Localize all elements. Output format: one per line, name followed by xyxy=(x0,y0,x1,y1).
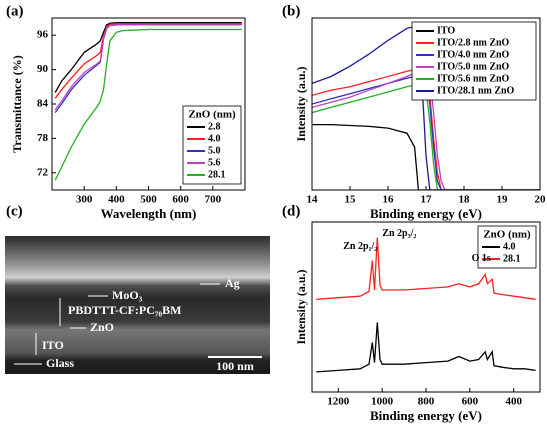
x-tick-label: 17 xyxy=(421,194,433,206)
x-tick-label: 20 xyxy=(535,194,547,206)
layer-label: MoO₃ xyxy=(112,288,143,302)
legend-box xyxy=(411,21,537,101)
sem-image xyxy=(5,236,270,374)
data-line xyxy=(54,24,242,113)
x-tick-label: 800 xyxy=(418,396,435,408)
x-tick-label: 18 xyxy=(459,194,471,206)
x-tick-label: 300 xyxy=(76,194,93,206)
legend-label: ITO/5.0 nm ZnO xyxy=(437,61,510,72)
x-tick-label: 14 xyxy=(307,194,319,206)
data-line xyxy=(54,28,242,181)
legend-label: ITO xyxy=(437,25,455,36)
legend-label: ITO/2.8 nm ZnO xyxy=(437,37,510,48)
legend-label: 28.1 xyxy=(503,253,521,264)
y-tick-label: 78 xyxy=(37,132,49,144)
panel-label: (d) xyxy=(282,203,300,219)
legend-label: 5.6 xyxy=(208,157,221,168)
panel-label: (c) xyxy=(6,203,23,219)
sem-panel: (c) Ag MoO₃ PBDTTT-CF:PC₇₀BM ZnO ITO Gla… xyxy=(5,203,270,374)
x-tick-label: 600 xyxy=(462,396,479,408)
chart-panel: (d) 1200 1000 800 600 400 Binding energy (eV) I… xyxy=(282,203,541,423)
x-tick-label: 16 xyxy=(383,194,395,206)
legend-box xyxy=(182,105,242,185)
y-tick-label: 72 xyxy=(37,166,49,178)
legend-label: ITO/28.1 nm ZnO xyxy=(437,85,515,96)
x-tick-label: 400 xyxy=(505,396,522,408)
x-tick-label: 1200 xyxy=(327,396,350,408)
legend-label: 28.1 xyxy=(208,169,226,180)
y-axis-label: Intensity (a.u.) xyxy=(294,66,308,141)
data-line xyxy=(316,322,536,373)
legend-label: 4.0 xyxy=(503,241,516,252)
chart-panel: (a) 300 400 500 600 700 72 78 84 90 96 Wavelength (… xyxy=(6,3,246,221)
layer-label: PBDTTT-CF:PC₇₀BM xyxy=(68,303,181,317)
layer-label: ITO xyxy=(42,338,64,352)
data-line xyxy=(316,237,536,300)
data-line xyxy=(54,23,242,99)
y-tick-label: 96 xyxy=(37,29,49,41)
x-axis-label: Wavelength (nm) xyxy=(101,206,197,221)
chart-panel: (b) 14 15 16 17 18 19 20 Binding energy (eV) Inte… xyxy=(282,3,546,221)
layer-label: ZnO xyxy=(90,320,114,334)
annotation: O 1s xyxy=(472,253,491,264)
x-tick-label: 500 xyxy=(140,194,157,206)
layer-label: Glass xyxy=(46,356,74,370)
layer-label: Ag xyxy=(225,276,240,290)
x-tick-label: 600 xyxy=(172,194,189,206)
x-axis-label: Binding energy (eV) xyxy=(370,408,482,423)
x-tick-label: 400 xyxy=(108,194,125,206)
legend-box xyxy=(477,225,537,269)
legend-label: ITO/5.6 nm ZnO xyxy=(437,73,510,84)
y-tick-label: 84 xyxy=(37,98,49,110)
legend-label: 2.8 xyxy=(208,121,221,132)
legend-label: 4.0 xyxy=(208,133,221,144)
scale-bar-label: 100 nm xyxy=(216,359,254,373)
panel-label: (a) xyxy=(6,3,24,19)
y-axis-label: Intensity (a.u.) xyxy=(294,269,308,344)
data-line xyxy=(54,24,242,111)
legend-label: 5.0 xyxy=(208,145,221,156)
legend-title: ZnO (nm) xyxy=(188,109,236,121)
x-tick-label: 19 xyxy=(497,194,509,206)
x-tick-label: 700 xyxy=(205,194,222,206)
legend-title: ZnO (nm) xyxy=(483,229,531,241)
y-tick-label: 90 xyxy=(37,63,49,75)
x-tick-label: 1000 xyxy=(371,396,394,408)
x-axis-label: Binding energy (eV) xyxy=(370,206,482,221)
panel-label: (b) xyxy=(282,3,300,19)
y-axis-label: Transmittance (%) xyxy=(10,55,24,152)
data-line xyxy=(312,123,540,190)
annotation: Zn 2p₃/₂ xyxy=(382,228,416,239)
legend-label: ITO/4.0 nm ZnO xyxy=(437,49,510,60)
data-line xyxy=(54,21,242,93)
annotation: Zn 2p₁/₂ xyxy=(343,241,377,252)
x-tick-label: 15 xyxy=(345,194,357,206)
